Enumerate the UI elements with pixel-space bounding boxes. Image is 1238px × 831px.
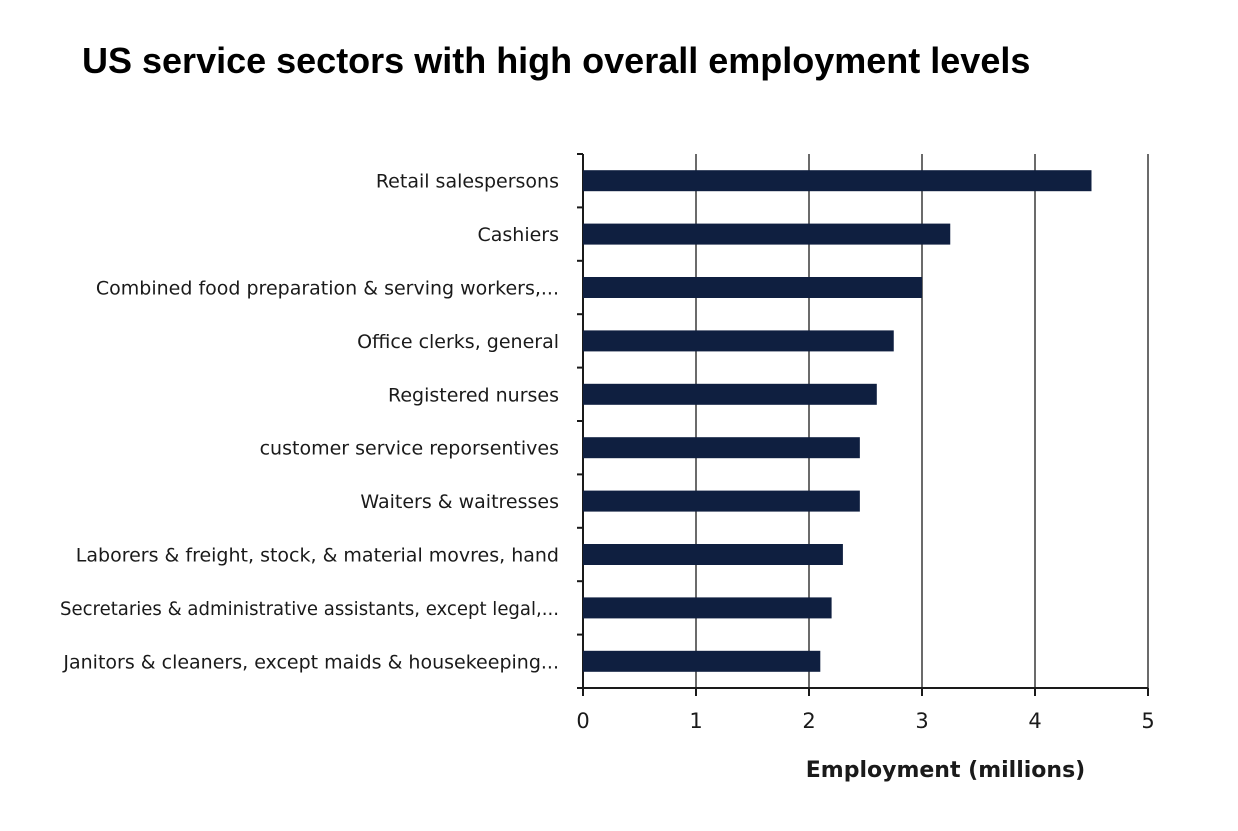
x-tick-label: 1 [689,709,702,733]
x-tick-label: 2 [802,709,815,733]
bar [583,277,922,298]
category-label: Office clerks, general [357,331,559,353]
category-label: Registered nurses [388,384,559,406]
bar [583,597,832,619]
category-label: Retail salespersons [376,171,559,193]
bar [583,330,894,352]
bar [583,223,951,245]
bar [583,650,821,672]
bar [583,383,877,405]
category-label: Combined food preparation & serving work… [96,278,559,300]
x-axis-title: Employment (millions) [806,758,1085,783]
x-tick-label: 4 [1028,709,1041,733]
chart-title: US service sectors with high overall emp… [82,40,1031,81]
category-label: Laborers & freight, stock, & material mo… [76,545,559,567]
category-label: Cashiers [477,224,559,246]
x-tick-label: 5 [1141,709,1154,733]
bar [583,170,1092,192]
x-tick-label: 0 [576,709,589,733]
x-tick-label: 3 [915,709,928,733]
bar [583,490,860,512]
category-label: Waiters & waitresses [360,491,559,513]
category-label: Janitors & cleaners, except maids & hous… [62,651,559,673]
category-label: customer service reporsentives [260,438,559,460]
category-label: Secretaries & administrative assistants,… [60,598,559,620]
bar [583,544,843,565]
bar [583,437,860,459]
